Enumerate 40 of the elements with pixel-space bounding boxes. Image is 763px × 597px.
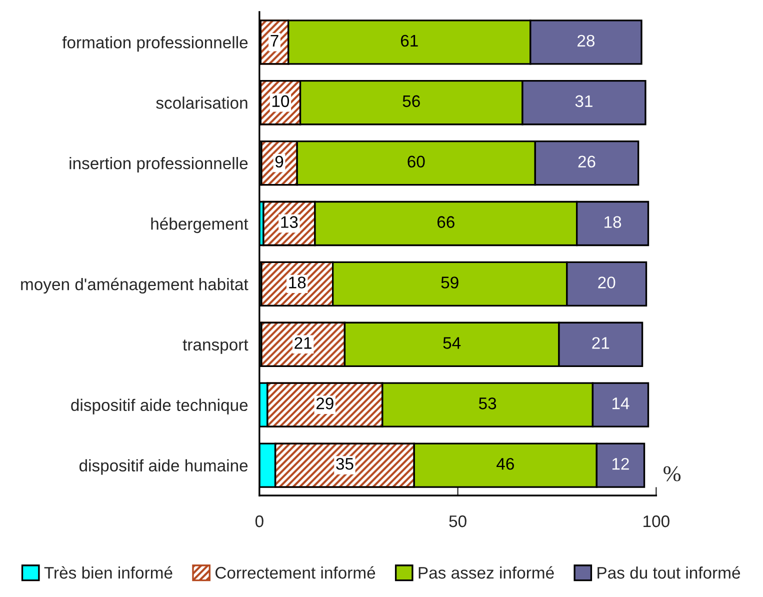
y-tick-label: dispositif aide technique [71, 398, 248, 414]
data-label: 10 [272, 95, 290, 108]
data-label: 56 [402, 95, 420, 108]
y-tick-label: dispositif aide humaine [79, 459, 248, 475]
data-label: 31 [575, 95, 592, 108]
y-tick-label: formation professionnelle [62, 36, 248, 52]
data-label: 53 [478, 398, 496, 410]
data-label: 13 [281, 216, 298, 228]
x-tick-label: 50 [449, 515, 466, 528]
legend-label: Correctement informé [215, 566, 376, 579]
data-label: 66 [437, 216, 454, 228]
text: % [664, 466, 681, 482]
legend-label: Pas assez informé [418, 566, 554, 579]
x-tick-label: 0 [255, 515, 264, 528]
y-tick-label: insertion professionnelle [70, 157, 248, 173]
data-label: 21 [592, 337, 610, 349]
data-label: 18 [604, 216, 622, 228]
data-label: 29 [316, 398, 334, 410]
data-label: 35 [336, 458, 354, 470]
data-label: 12 [612, 458, 629, 470]
y-tick-label: transport [182, 340, 248, 354]
y-tick-label: moyen d'aménagement habitat [21, 278, 248, 294]
data-label: 28 [578, 34, 594, 47]
data-label: 18 [289, 276, 306, 288]
data-label: 14 [612, 398, 630, 410]
data-label: 46 [496, 458, 514, 470]
data-label: 54 [443, 337, 461, 349]
data-label: 21 [294, 337, 312, 349]
data-label: 20 [598, 276, 616, 288]
data-label: 60 [408, 156, 425, 168]
data-label: 59 [441, 276, 458, 288]
legend-label: Très bien informé [44, 566, 172, 579]
y-tick-label: scolarisation [156, 96, 248, 109]
legend-label: Pas du tout informé [598, 566, 740, 579]
y-tick-label: hébergement [151, 217, 248, 234]
data-label: 9 [275, 156, 284, 168]
data-label: 26 [578, 156, 596, 168]
data-label: 61 [400, 34, 418, 47]
data-label: 7 [270, 35, 278, 46]
x-tick-label: 100 [644, 515, 670, 528]
